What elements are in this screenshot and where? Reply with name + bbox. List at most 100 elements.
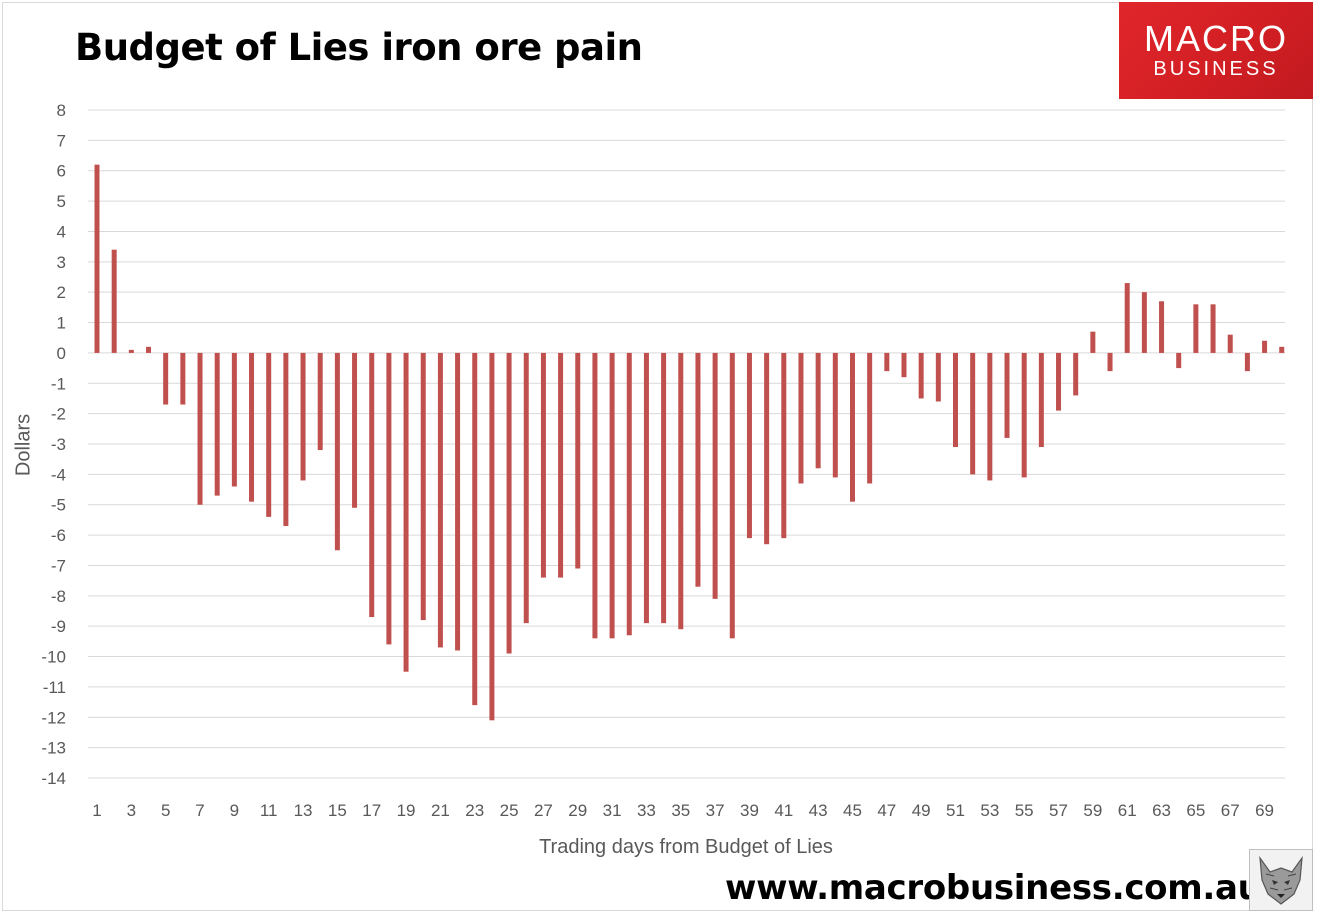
bar (1210, 304, 1216, 353)
x-tick-label: 45 (843, 801, 862, 820)
x-tick-label: 5 (161, 801, 170, 820)
x-tick-label: 1 (92, 801, 101, 820)
x-tick-label: 41 (774, 801, 793, 820)
bar (1159, 301, 1165, 353)
x-tick-label: 29 (568, 801, 587, 820)
bar-series (94, 164, 1285, 721)
y-tick-label: -6 (51, 526, 66, 545)
bar (935, 352, 941, 402)
bar (214, 352, 220, 496)
x-tick-label: 55 (1015, 801, 1034, 820)
y-tick-label: 4 (57, 222, 66, 241)
y-tick-label: -8 (51, 587, 66, 606)
bar (283, 352, 289, 526)
y-tick-label: -13 (41, 739, 66, 758)
bar (111, 249, 117, 353)
bar (746, 352, 752, 539)
bar (918, 352, 924, 399)
x-tick-label: 47 (877, 801, 896, 820)
bar (1090, 331, 1096, 353)
y-tick-label: -5 (51, 496, 66, 515)
bar (506, 352, 512, 654)
x-tick-label: 39 (740, 801, 759, 820)
x-tick-label: 7 (195, 801, 204, 820)
x-tick-label: 59 (1083, 801, 1102, 820)
bar (695, 352, 701, 587)
chart-title: Budget of Lies iron ore pain (75, 26, 643, 69)
bar (609, 352, 615, 639)
bar (1244, 352, 1250, 372)
bar (1279, 346, 1285, 353)
bar (953, 352, 958, 448)
x-axis-label: Trading days from Budget of Lies (539, 836, 833, 858)
bar (764, 352, 770, 545)
x-tick-label: 67 (1221, 801, 1240, 820)
x-tick-label: 43 (809, 801, 828, 820)
x-tick-label: 23 (465, 801, 484, 820)
bar (592, 352, 598, 639)
x-tick-label: 17 (362, 801, 381, 820)
bar (575, 352, 581, 569)
website-url: www.macrobusiness.com.au (725, 868, 1262, 908)
y-tick-label: -9 (51, 617, 66, 636)
y-tick-label: -14 (41, 769, 66, 788)
bar (712, 352, 718, 599)
bar (849, 352, 855, 502)
bar (643, 352, 649, 624)
bar (1056, 352, 1062, 411)
y-tick-label: -4 (51, 465, 66, 484)
bar (300, 352, 306, 481)
bar (1227, 334, 1233, 353)
bar (523, 352, 529, 624)
x-tick-label: 69 (1255, 801, 1274, 820)
x-tick-label: 63 (1152, 801, 1171, 820)
x-tick-label: 35 (671, 801, 690, 820)
bar (231, 352, 237, 487)
bar (94, 164, 100, 353)
x-tick-label: 15 (328, 801, 347, 820)
bar (317, 352, 323, 451)
bar (1176, 352, 1182, 369)
bar (540, 352, 546, 578)
gridlines (88, 109, 1285, 779)
x-tick-label: 25 (500, 801, 519, 820)
x-axis-ticks: 1 3 5 7 9 11 13 15 17 19 21 23 25 27 29 31 33 35 37 39 41 43 4… (92, 801, 1274, 820)
y-tick-label: -2 (51, 405, 66, 424)
y-tick-label: -11 (43, 678, 66, 697)
x-tick-label: 65 (1186, 801, 1205, 820)
bar (1038, 352, 1044, 448)
bar (729, 352, 735, 639)
bar (1021, 352, 1027, 478)
x-tick-label: 3 (127, 801, 136, 820)
bar (884, 352, 890, 372)
bar (197, 352, 203, 505)
bar (146, 346, 152, 353)
bar (420, 352, 426, 621)
bar (1262, 340, 1268, 353)
bar (403, 352, 409, 672)
bar (558, 352, 564, 578)
y-tick-label: 2 (57, 283, 66, 302)
y-tick-label: 7 (57, 131, 66, 150)
y-tick-label: -3 (51, 435, 66, 454)
bar (369, 352, 375, 618)
y-tick-label: -7 (51, 556, 66, 575)
x-tick-label: 61 (1118, 801, 1137, 820)
bar (163, 352, 169, 405)
bar (180, 352, 186, 405)
y-axis-ticks: 8 7 6 5 4 3 2 1 0 -1 -2 -3 -4 -5 -6 -7 -8 -9 -10 -11 -12 -13 -… (41, 101, 66, 788)
bar (678, 352, 684, 630)
bar (798, 352, 804, 484)
x-tick-label: 19 (397, 801, 416, 820)
logo-business-text: BUSINESS (1153, 58, 1279, 80)
bar (815, 352, 821, 469)
x-tick-label: 21 (431, 801, 450, 820)
y-tick-label: -10 (41, 648, 66, 667)
x-tick-label: 33 (637, 801, 656, 820)
y-axis-label: Dollars (12, 413, 35, 477)
bar (352, 352, 358, 508)
x-tick-label: 49 (912, 801, 931, 820)
bar (832, 352, 838, 478)
